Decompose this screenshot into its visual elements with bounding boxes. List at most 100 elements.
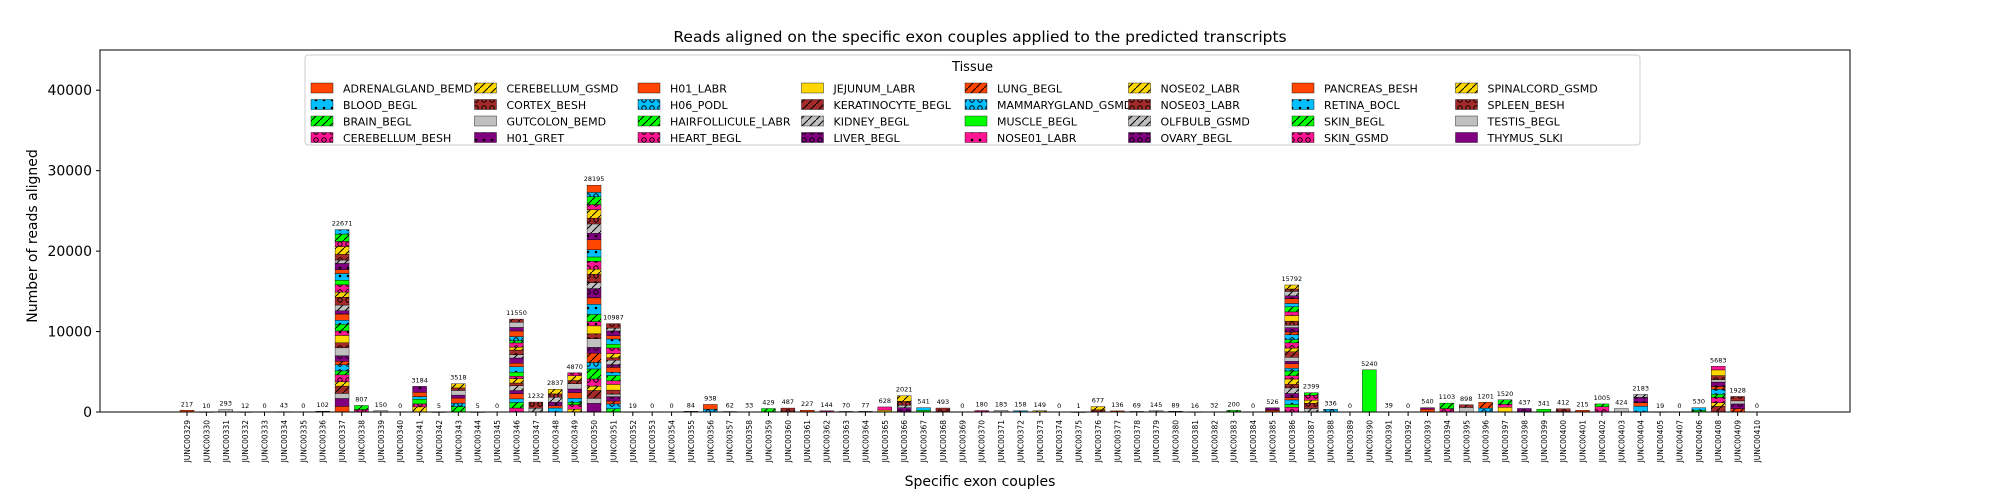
bar-segment xyxy=(1284,315,1299,322)
x-tick-label: JUNC00365 xyxy=(881,420,890,464)
bar-group: 2399 xyxy=(1303,383,1319,413)
bar-value-label: 898 xyxy=(1460,395,1472,403)
legend-entry-label: HAIRFOLLICULE_LABR xyxy=(670,116,791,129)
bar-segment xyxy=(1284,375,1299,380)
bar-group: 102 xyxy=(315,401,330,413)
bar-group: 149 xyxy=(1032,401,1048,413)
x-tick-label: JUNC00380 xyxy=(1172,420,1181,464)
bar-segment xyxy=(1439,408,1455,413)
legend-entry-label: SPLEEN_BESH xyxy=(1488,99,1565,112)
x-tick-label: JUNC00390 xyxy=(1365,420,1374,464)
bar-value-label: 412 xyxy=(1557,399,1569,407)
bar-value-label: 149 xyxy=(1034,401,1046,409)
bar-value-label: 0 xyxy=(301,402,305,410)
legend-entry-label: THYMUS_SLKI xyxy=(1487,132,1563,145)
bar-segment xyxy=(586,304,602,315)
bar-group: 5 xyxy=(431,402,447,413)
legend-swatch xyxy=(637,99,661,110)
bar-value-label: 33 xyxy=(745,402,753,410)
bar-segment xyxy=(896,395,912,402)
bar-segment xyxy=(509,385,524,391)
x-tick-label: JUNC00366 xyxy=(900,420,909,464)
bar-group: 32 xyxy=(1207,402,1222,413)
bar-segment xyxy=(1284,367,1299,372)
bar-segment xyxy=(1284,393,1299,398)
bar-group: 39 xyxy=(1381,402,1396,413)
bar-segment xyxy=(586,362,602,370)
bar-segment xyxy=(509,393,524,400)
plot-frame xyxy=(99,49,1851,413)
bar-value-label: 1 xyxy=(1077,402,1081,410)
bar-segment xyxy=(567,404,582,410)
bar-segment xyxy=(877,406,892,411)
legend-swatch xyxy=(474,82,497,94)
bar-value-label: 2021 xyxy=(896,386,913,394)
bar-segment xyxy=(1304,408,1319,413)
bar-segment xyxy=(586,378,602,387)
bar-value-label: 22671 xyxy=(332,220,353,228)
bar-value-label: 0 xyxy=(1406,402,1410,410)
x-tick-label: JUNC00373 xyxy=(1036,420,1045,464)
x-tick-label: JUNC00375 xyxy=(1075,420,1084,464)
bar-segment xyxy=(354,405,369,410)
bar-group: 183 xyxy=(993,401,1009,413)
legend-swatch xyxy=(1291,115,1315,127)
x-tick-label: JUNC00340 xyxy=(396,420,405,464)
bar-segment xyxy=(586,249,602,258)
bar-segment xyxy=(606,364,621,368)
bar-segment xyxy=(1284,351,1299,358)
bar-segment xyxy=(586,385,602,391)
x-tick-label: JUNC00335 xyxy=(299,420,308,464)
bar-segment xyxy=(1711,397,1726,403)
x-tick-label: JUNC00376 xyxy=(1094,420,1103,464)
bar-group: 0 xyxy=(1057,402,1061,410)
x-tick-label: JUNC00342 xyxy=(435,420,444,464)
x-tick-label: JUNC00346 xyxy=(513,420,522,464)
bar-value-label: 144 xyxy=(820,401,832,409)
bar-group: 0 xyxy=(1406,402,1410,410)
bar-group: 84 xyxy=(683,401,699,413)
bar-group: 2021 xyxy=(896,386,913,413)
x-tick-label: JUNC00407 xyxy=(1675,420,1684,464)
legend-entry-label: GUTCOLON_BEMD xyxy=(507,116,607,129)
y-tick-label: 20000 xyxy=(47,244,92,260)
bar-segment xyxy=(334,263,350,270)
bar-segment xyxy=(1711,389,1726,395)
bar-group: 412 xyxy=(1555,399,1571,413)
bar-group: 898 xyxy=(1459,395,1474,413)
bar-segment xyxy=(548,388,563,395)
bar-segment xyxy=(1459,404,1474,408)
bar-segment xyxy=(451,387,466,391)
bar-value-label: 487 xyxy=(782,398,794,406)
bar-segment xyxy=(586,347,602,354)
bar-segment xyxy=(1284,298,1299,304)
bar-value-label: 150 xyxy=(375,401,387,409)
bar-segment xyxy=(334,335,350,343)
bar-segment xyxy=(1711,369,1726,376)
bar-segment xyxy=(1730,403,1745,409)
bar-group: 2837 xyxy=(547,379,564,413)
bar-segment xyxy=(606,359,621,365)
bar-group: 4870 xyxy=(566,363,583,413)
x-tick-label: JUNC00364 xyxy=(861,420,870,464)
bar-group: 336 xyxy=(1323,399,1338,413)
bar-segment xyxy=(334,310,350,315)
bar-value-label: 628 xyxy=(879,397,891,405)
bar-segment xyxy=(1420,407,1435,410)
legend-entry-label: SPINALCORD_GSMD xyxy=(1488,83,1598,96)
x-axis-label: Specific exon couples xyxy=(905,474,1056,490)
bar-segment xyxy=(451,383,466,389)
bar-segment xyxy=(412,396,427,400)
bar-value-label: 1232 xyxy=(528,392,545,400)
x-tick-label: JUNC00357 xyxy=(726,420,735,464)
bar-segment xyxy=(586,325,602,334)
x-tick-label: JUNC00368 xyxy=(939,420,948,464)
bar-segment xyxy=(606,335,621,340)
bar-segment xyxy=(1284,306,1299,313)
x-tick-label: JUNC00384 xyxy=(1249,420,1258,464)
bar-value-label: 158 xyxy=(1014,401,1026,409)
bar-value-label: 2183 xyxy=(1632,384,1649,392)
legend-swatch xyxy=(310,132,334,143)
y-axis-label: Number of reads aligned xyxy=(25,149,41,323)
bar-value-label: 0 xyxy=(1057,402,1061,410)
